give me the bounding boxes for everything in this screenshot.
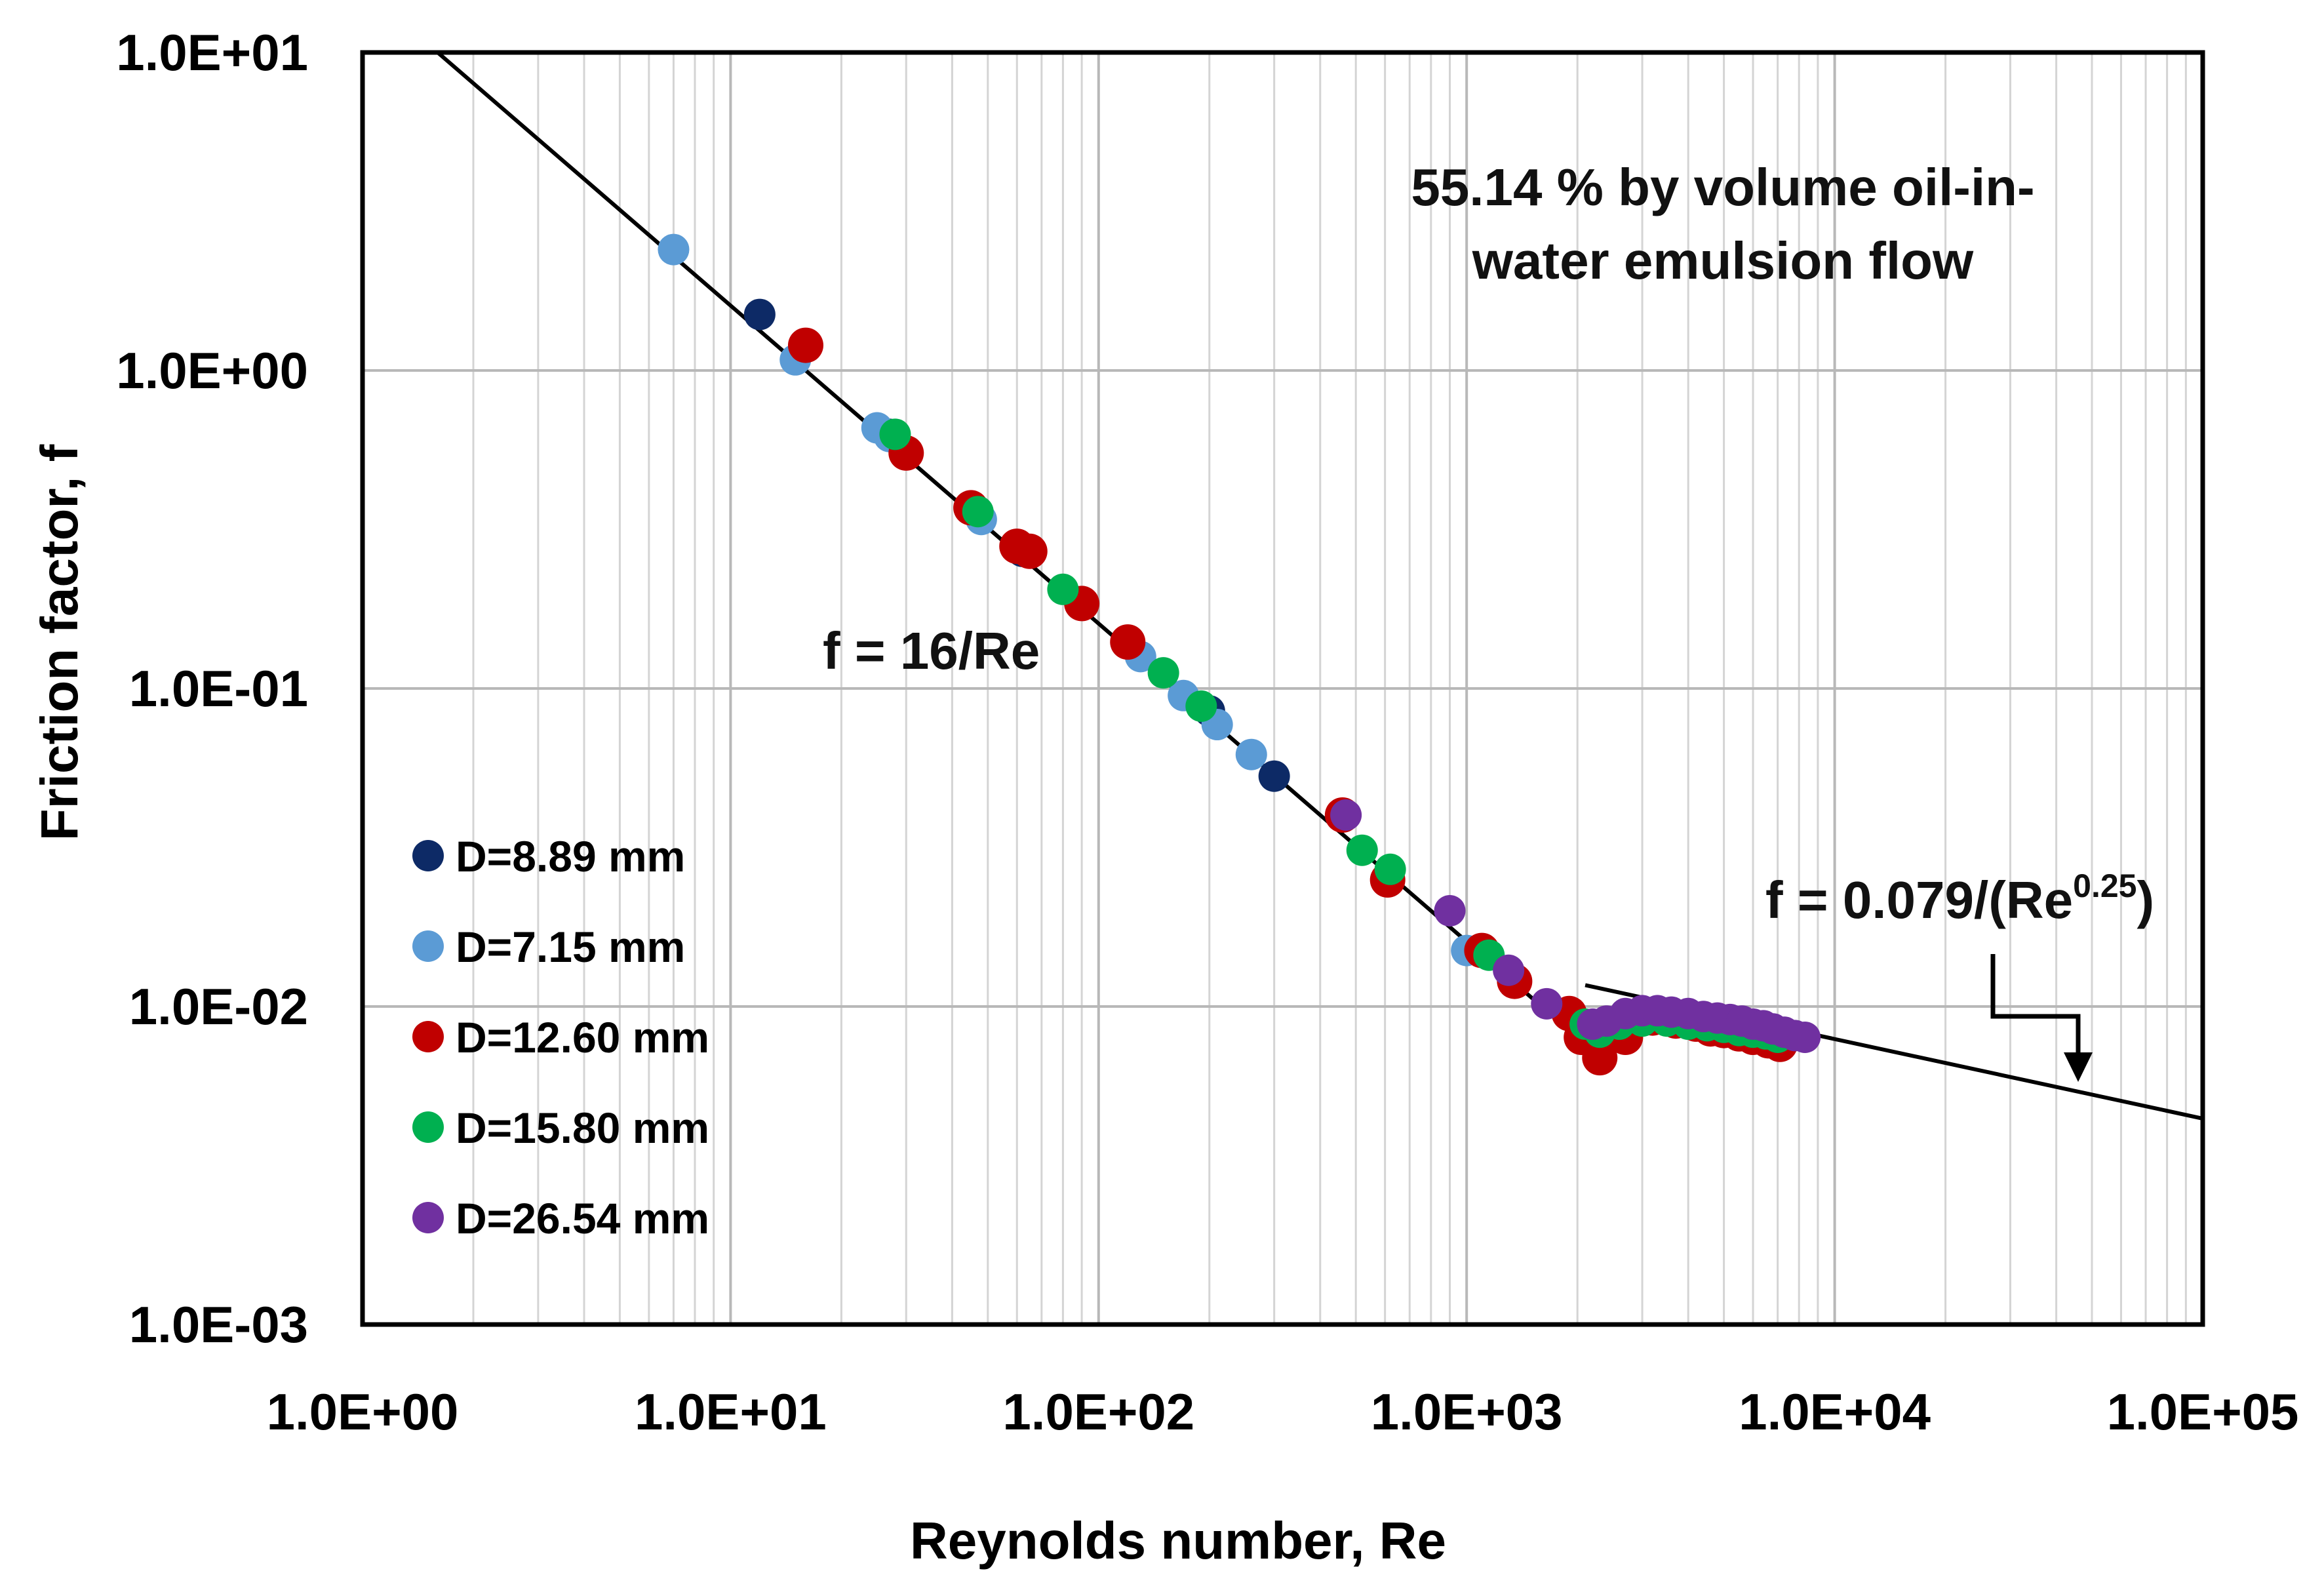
legend-item: D=7.15 mm bbox=[412, 923, 685, 971]
data-point bbox=[879, 418, 911, 450]
data-point bbox=[787, 327, 823, 363]
legend-label: D=15.80 mm bbox=[456, 1104, 709, 1152]
laminar-equation-label: f = 16/Re bbox=[823, 622, 1040, 680]
legend-label: D=12.60 mm bbox=[456, 1013, 709, 1062]
data-point bbox=[1531, 987, 1563, 1020]
legend-label: D=26.54 mm bbox=[456, 1194, 709, 1243]
data-point bbox=[1493, 954, 1525, 986]
x-axis-title: Reynolds number, Re bbox=[910, 1511, 1446, 1570]
data-point bbox=[658, 233, 690, 266]
legend-marker bbox=[412, 930, 444, 962]
data-point bbox=[1047, 573, 1079, 605]
data-point bbox=[743, 298, 776, 330]
x-tick-label: 1.0E+02 bbox=[1002, 1383, 1194, 1441]
axis-ticks: 1.0E+00 1.0E+01 1.0E+02 1.0E+03 1.0E+04 1.0E+… bbox=[116, 24, 2298, 1441]
data-point bbox=[962, 496, 994, 528]
series-5 bbox=[1330, 799, 1821, 1054]
legend-marker bbox=[412, 1202, 444, 1233]
legend-marker bbox=[412, 1111, 444, 1143]
x-tick-label: 1.0E+05 bbox=[2107, 1383, 2299, 1441]
legend-item: D=15.80 mm bbox=[412, 1104, 709, 1152]
turbulent-label-prefix: f = 0.079/(Re bbox=[1765, 871, 2073, 929]
data-point bbox=[1147, 657, 1179, 689]
legend: D=8.89 mm D=7.15 mm D=12.60 mm D=15.80 mm D=… bbox=[412, 832, 709, 1243]
x-tick-label: 1.0E+00 bbox=[267, 1383, 459, 1441]
turbulent-label-suffix: ) bbox=[2137, 871, 2154, 929]
pointer-arrow-shaft bbox=[1990, 954, 2081, 1056]
gridlines bbox=[361, 52, 2203, 1326]
data-point bbox=[1110, 624, 1146, 660]
data-point bbox=[1258, 760, 1290, 792]
x-tick-label: 1.0E+04 bbox=[1739, 1383, 1931, 1441]
y-tick-label: 1.0E-02 bbox=[129, 978, 308, 1035]
pointer-arrowhead bbox=[2064, 1052, 2093, 1082]
data-point bbox=[1582, 1040, 1618, 1076]
legend-item: D=8.89 mm bbox=[412, 832, 685, 881]
x-tick-label: 1.0E+03 bbox=[1371, 1383, 1563, 1441]
data-point bbox=[1012, 533, 1048, 569]
legend-marker bbox=[412, 1021, 444, 1052]
title-annotation-line-1: 55.14 % by volume oil-in- bbox=[1411, 158, 2034, 216]
title-annotation-line-2: water emulsion flow bbox=[1472, 231, 1974, 290]
legend-label: D=7.15 mm bbox=[456, 923, 685, 971]
y-tick-label: 1.0E-03 bbox=[129, 1296, 308, 1353]
legend-item: D=12.60 mm bbox=[412, 1013, 709, 1062]
data-point bbox=[1346, 834, 1378, 866]
turbulent-pointer-arrow bbox=[1990, 954, 2093, 1082]
data-point bbox=[1330, 799, 1362, 831]
data-point bbox=[1789, 1022, 1821, 1054]
x-tick-label: 1.0E+01 bbox=[635, 1383, 827, 1441]
y-tick-label: 1.0E-01 bbox=[129, 660, 308, 717]
plot-frame bbox=[360, 50, 2205, 1327]
data-point bbox=[1235, 738, 1267, 770]
legend-label: D=8.89 mm bbox=[456, 832, 685, 881]
data-point bbox=[1374, 853, 1406, 885]
legend-marker bbox=[412, 840, 444, 871]
turbulent-equation-label: f = 0.079/(Re0.25) bbox=[1765, 867, 2154, 929]
legend-item: D=26.54 mm bbox=[412, 1194, 709, 1243]
turbulent-label-exponent: 0.25 bbox=[2073, 867, 2137, 904]
data-point bbox=[1434, 895, 1466, 927]
y-tick-label: 1.0E+01 bbox=[116, 24, 308, 81]
data-points bbox=[658, 233, 1821, 1076]
y-tick-label: 1.0E+00 bbox=[116, 342, 308, 399]
data-point bbox=[1185, 690, 1217, 722]
y-axis-title: Friction factor, f bbox=[30, 444, 89, 841]
